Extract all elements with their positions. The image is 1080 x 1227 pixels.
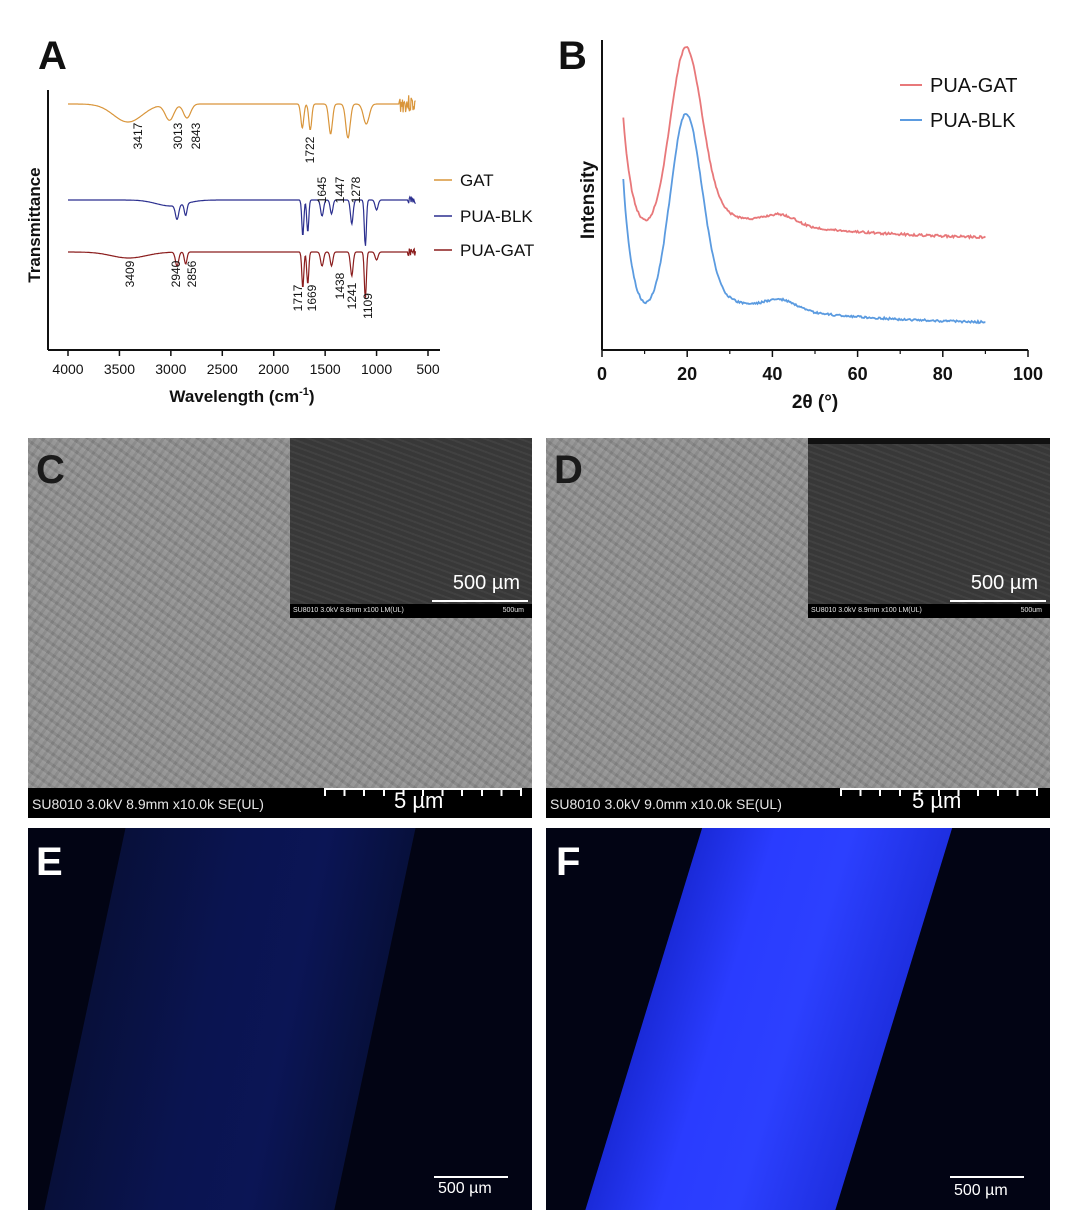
panel-e-label: E bbox=[36, 840, 63, 884]
series-line-pua-blk bbox=[68, 195, 416, 246]
legend-label: PUA-GAT bbox=[460, 241, 534, 260]
inset-scale-bar bbox=[432, 600, 528, 602]
panel-b: B 0 20 40 60 80 100 PUA-GAT PUA-BLK Intensity … bbox=[540, 0, 1080, 420]
x-tick-label: 2500 bbox=[207, 361, 238, 377]
inset-dark-edge bbox=[808, 438, 1050, 444]
panel-e-fluorescence: E 500 µm bbox=[28, 828, 532, 1210]
x-tick-label: 0 bbox=[597, 364, 607, 384]
x-tick-label: 3000 bbox=[155, 361, 186, 377]
series-line-gat bbox=[68, 95, 416, 139]
legend-label: PUA-GAT bbox=[930, 75, 1017, 97]
peak-label: 1438 bbox=[333, 272, 347, 299]
legend-label: PUA-BLK bbox=[460, 207, 533, 226]
panel-b-label: B bbox=[558, 34, 587, 78]
ftir-chart: 4000 3500 3000 2500 2000 1500 1000 500 3417 3013… bbox=[25, 90, 534, 406]
sem-scale-label: 5 µm bbox=[912, 788, 962, 813]
xrd-chart: 0 20 40 60 80 100 PUA-GAT PUA-BLK Intensity 2θ… bbox=[578, 40, 1043, 413]
x-tick-label: 4000 bbox=[52, 361, 83, 377]
panel-a-label: A bbox=[38, 34, 67, 78]
x-tick-label: 60 bbox=[848, 364, 868, 384]
panel-f-fluorescence: F 500 µm bbox=[546, 828, 1050, 1210]
inset-scale-label: 500 µm bbox=[970, 572, 1038, 594]
series-line-pua-gat bbox=[622, 46, 986, 240]
fiber-band-bright bbox=[561, 828, 971, 1210]
inset-scale-bar bbox=[950, 600, 1046, 602]
inset-info-bar: SU8010 3.0kV 8.9mm x100 LM(UL) 500um bbox=[808, 604, 1050, 618]
panel-d-sem: D 500 µm SU8010 3.0kV 8.9mm x100 LM(UL) … bbox=[546, 438, 1050, 818]
sem-inset: 500 µm SU8010 3.0kV 8.8mm x100 LM(UL) 50… bbox=[290, 438, 532, 618]
peak-label: 1722 bbox=[303, 136, 317, 163]
peak-label: 1278 bbox=[349, 176, 363, 203]
series-line-pua-gat bbox=[68, 247, 417, 298]
panel-c-sem: C 500 µm SU8010 3.0kV 8.8mm x100 LM(UL) … bbox=[28, 438, 532, 818]
peak-label: 3417 bbox=[131, 122, 145, 149]
x-tick-label: 3500 bbox=[104, 361, 135, 377]
inset-info-text: SU8010 3.0kV 8.9mm x100 LM(UL) bbox=[811, 607, 922, 614]
sem-inset: 500 µm SU8010 3.0kV 8.9mm x100 LM(UL) 50… bbox=[808, 438, 1050, 618]
fluor-scale-label: 500 µm bbox=[954, 1182, 1008, 1199]
peak-label: 1241 bbox=[345, 282, 359, 309]
x-tick-label: 1000 bbox=[361, 361, 392, 377]
x-axis-label: Wavelength (cm-1) bbox=[169, 386, 314, 406]
peak-label: 1447 bbox=[333, 176, 347, 203]
panel-c-label: C bbox=[36, 448, 65, 492]
legend-label: GAT bbox=[460, 171, 494, 190]
peak-label: 3409 bbox=[123, 260, 137, 287]
x-axis-label: 2θ (°) bbox=[792, 392, 838, 413]
x-tick-label: 500 bbox=[416, 361, 440, 377]
peak-label: 2843 bbox=[189, 122, 203, 149]
fiber-band-dim bbox=[28, 828, 429, 1210]
x-tick-label: 2000 bbox=[258, 361, 289, 377]
fluor-scale-bar bbox=[950, 1176, 1024, 1178]
panel-a: A 4000 3500 3000 2500 2000 1500 1000 500 3417 30… bbox=[0, 0, 560, 420]
inset-scale-label: 500 µm bbox=[452, 572, 520, 594]
fluor-scale-label: 500 µm bbox=[438, 1180, 492, 1197]
x-tick-label: 1500 bbox=[310, 361, 341, 377]
x-tick-label: 20 bbox=[677, 364, 697, 384]
legend-label: PUA-BLK bbox=[930, 110, 1016, 132]
y-axis-label: Transmittance bbox=[25, 167, 44, 282]
sem-scale-ticks bbox=[840, 788, 1038, 796]
sem-info-bar: SU8010 3.0kV 9.0mm x10.0k SE(UL) 5 µm bbox=[546, 788, 1050, 818]
x-tick-label: 100 bbox=[1013, 364, 1043, 384]
peak-label: 1645 bbox=[315, 176, 329, 203]
inset-info-text: SU8010 3.0kV 8.8mm x100 LM(UL) bbox=[293, 607, 404, 614]
panel-f-label: F bbox=[556, 840, 581, 884]
inset-info-bar: SU8010 3.0kV 8.8mm x100 LM(UL) 500um bbox=[290, 604, 532, 618]
peak-label: 3013 bbox=[171, 122, 185, 149]
peak-label: 1717 bbox=[291, 284, 305, 311]
x-tick-label: 40 bbox=[762, 364, 782, 384]
fluor-scale-bar bbox=[434, 1176, 508, 1178]
y-axis-label: Intensity bbox=[578, 161, 599, 240]
peak-label: 1669 bbox=[305, 284, 319, 311]
peak-label: 2856 bbox=[185, 260, 199, 287]
series-line-pua-blk bbox=[622, 113, 986, 325]
x-tick-label: 80 bbox=[933, 364, 953, 384]
sem-info-bar: SU8010 3.0kV 8.9mm x10.0k SE(UL) 5 µm bbox=[28, 788, 532, 818]
sem-scale-label: 5 µm bbox=[394, 788, 444, 813]
inset-info-scale: 500um bbox=[502, 607, 524, 614]
peak-label: 1109 bbox=[361, 293, 375, 319]
sem-scale-ticks bbox=[324, 788, 522, 796]
sem-info-text: SU8010 3.0kV 9.0mm x10.0k SE(UL) bbox=[550, 796, 782, 812]
panel-d-label: D bbox=[554, 448, 583, 492]
sem-info-text: SU8010 3.0kV 8.9mm x10.0k SE(UL) bbox=[32, 796, 264, 812]
inset-info-scale: 500um bbox=[1020, 607, 1042, 614]
peak-label: 2940 bbox=[169, 260, 183, 287]
